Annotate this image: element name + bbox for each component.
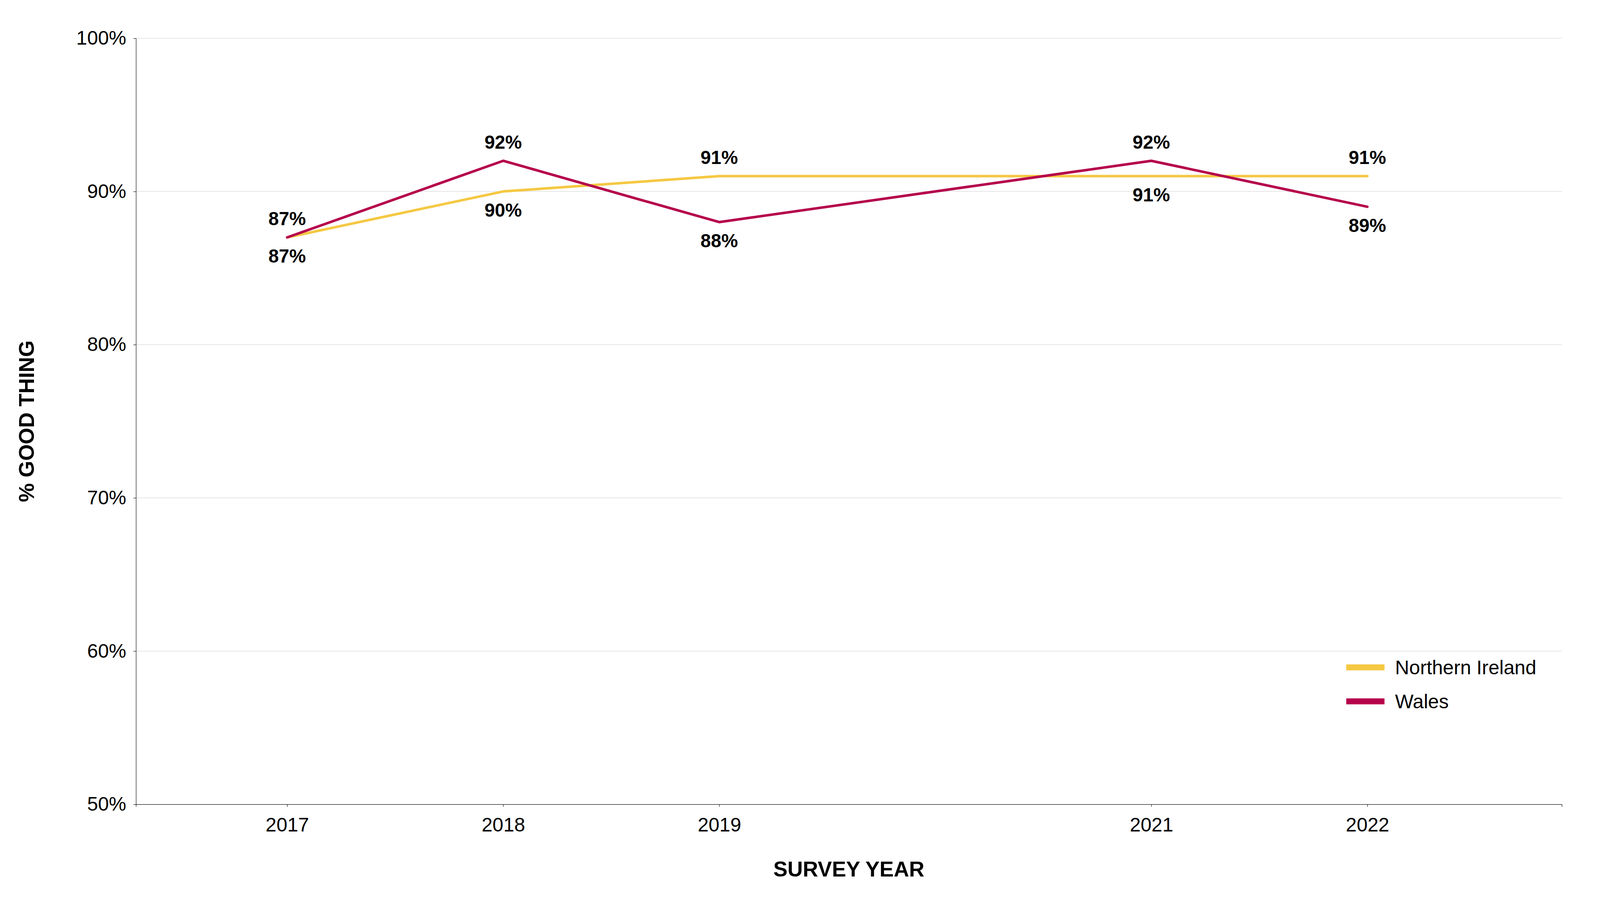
data-label: 89%: [1348, 214, 1386, 236]
y-axis-title: % GOOD THING: [14, 340, 39, 503]
tick-label: 60%: [87, 639, 127, 662]
tick-mark: [133, 804, 136, 805]
tick-mark: [133, 38, 136, 39]
tick: 70%: [87, 486, 136, 509]
grid: [135, 38, 1562, 805]
tick: 60%: [87, 639, 136, 662]
tick: 2021: [1129, 804, 1174, 836]
tick: 80%: [87, 332, 136, 356]
data-label: 91%: [700, 146, 738, 168]
data-label: 87%: [268, 245, 306, 267]
grid-line: [135, 497, 1562, 499]
legend-item: Wales: [1346, 690, 1449, 713]
data-label: 92%: [1132, 131, 1171, 153]
legend-label: Wales: [1395, 690, 1449, 713]
tick: 90%: [87, 180, 136, 203]
x-axis: 2017 2018 2019 2021 2022: [136, 804, 1563, 836]
tick-label: 50%: [87, 792, 127, 815]
legend-swatch: [1346, 698, 1385, 705]
tick-mark: [503, 804, 504, 807]
tick-mark: [1151, 804, 1152, 807]
legend-swatch: [1346, 664, 1385, 671]
tick-mark: [133, 650, 136, 652]
series-line: [287, 160, 1368, 238]
x-axis-title: SURVEY YEAR: [773, 857, 925, 881]
tick-mark: [133, 497, 136, 499]
chart: 2017 2018 2019 2021 2022 50% 60% 70% 80% 90% 100% S…: [0, 0, 1600, 902]
grid-line: [135, 344, 1562, 345]
tick: 2022: [1346, 804, 1390, 836]
data-label: 91%: [1132, 184, 1171, 206]
data-label: 90%: [484, 199, 523, 221]
tick-label: 90%: [87, 180, 127, 203]
tick: 2018: [481, 804, 525, 836]
tick-mark: [287, 804, 288, 807]
tick-mark: [133, 344, 136, 345]
data-label: 92%: [484, 131, 523, 153]
axis-line: [136, 804, 1563, 808]
tick-label: 2021: [1129, 813, 1174, 836]
data-label: 88%: [700, 230, 738, 252]
tick-label: 70%: [87, 486, 127, 509]
grid-line: [135, 37, 1562, 39]
tick-label: 100%: [76, 26, 127, 49]
tick: 50%: [87, 792, 136, 815]
axis-line: [133, 38, 137, 805]
plot-area: [287, 160, 1368, 238]
tick-label: 2022: [1346, 813, 1390, 836]
tick-label: 2017: [265, 813, 309, 836]
grid-line: [135, 191, 1562, 192]
tick-label: 80%: [87, 332, 127, 356]
data-labels: 87% 90% 91% 91% 91% 87% 92% 88% 92% 89%: [268, 131, 1386, 267]
tick-mark: [133, 191, 136, 192]
tick: 2017: [265, 804, 309, 836]
tick-label: 2019: [697, 813, 742, 836]
tick: 100%: [76, 26, 136, 49]
tick: 2019: [697, 804, 742, 836]
data-label: 91%: [1348, 146, 1386, 168]
legend-label: Northern Ireland: [1395, 656, 1537, 679]
data-label: 87%: [268, 208, 306, 229]
legend-item: Northern Ireland: [1346, 656, 1537, 679]
tick-mark: [719, 804, 720, 807]
y-axis: 50% 60% 70% 80% 90% 100%: [76, 26, 137, 815]
grid-line: [135, 650, 1562, 652]
tick-label: 2018: [481, 813, 525, 836]
tick-mark: [1367, 804, 1368, 807]
legend: Northern Ireland Wales: [1346, 656, 1537, 713]
